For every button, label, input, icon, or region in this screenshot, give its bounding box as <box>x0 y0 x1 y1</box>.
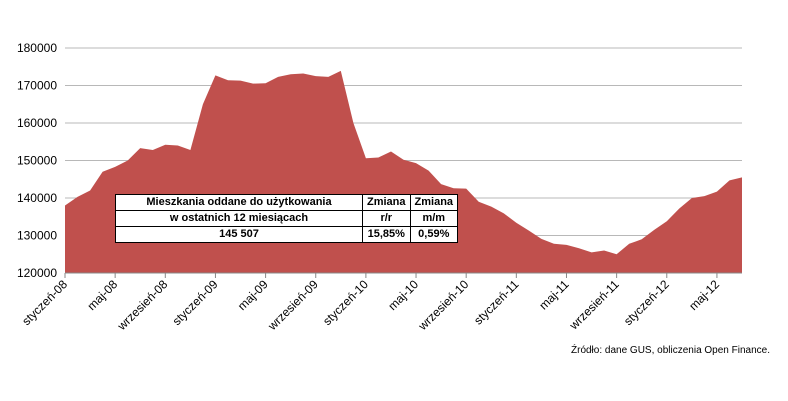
summary-header-row-2: w ostatnich 12 miesiącach r/r m/m <box>115 210 459 227</box>
x-tick-label: wrzesień-10 <box>415 277 472 334</box>
x-tick-label: styczeń-09 <box>170 277 221 328</box>
x-tick-label: styczeń-10 <box>320 277 371 328</box>
yoy-header-line-1: Zmiana <box>362 194 411 211</box>
x-tick-label: styczeń-12 <box>621 277 672 328</box>
x-tick-label: styczeń-08 <box>19 277 70 328</box>
x-tick-label: maj-08 <box>84 277 120 313</box>
x-tick-label: maj-11 <box>536 277 571 312</box>
y-tick-label: 180000 <box>17 41 57 55</box>
source-note: Źródło: dane GUS, obliczenia Open Financ… <box>571 345 770 356</box>
x-tick-label: wrzesień-09 <box>265 277 322 334</box>
summary-header-line-1: Mieszkania oddane do użytkowania <box>115 194 363 211</box>
x-tick-label: maj-10 <box>385 277 421 313</box>
x-tick-label: maj-12 <box>686 277 722 313</box>
yoy-change-value: 15,85% <box>362 226 411 243</box>
x-tick-label: maj-09 <box>235 277 271 313</box>
y-tick-label: 170000 <box>17 79 57 93</box>
summary-header-line-2: w ostatnich 12 miesiącach <box>115 210 363 227</box>
summary-header-row-1: Mieszkania oddane do użytkowania Zmiana … <box>115 194 459 211</box>
summary-table: Mieszkania oddane do użytkowania Zmiana … <box>115 194 459 243</box>
y-tick-label: 160000 <box>17 116 57 130</box>
mom-change-value: 0,59% <box>409 226 459 243</box>
x-tick-label: wrzesień-08 <box>114 277 171 334</box>
x-tick-label: wrzesień-11 <box>566 277 622 333</box>
y-tick-label: 130000 <box>17 229 57 243</box>
summary-value-row: 145 507 15,85% 0,59% <box>115 226 459 243</box>
y-tick-label: 150000 <box>17 154 57 168</box>
mom-header-line-2: m/m <box>409 210 459 227</box>
y-tick-label: 120000 <box>17 266 57 280</box>
yoy-header-line-2: r/r <box>362 210 411 227</box>
y-tick-label: 140000 <box>17 191 57 205</box>
total-value: 145 507 <box>115 226 363 243</box>
mom-header-line-1: Zmiana <box>409 194 459 211</box>
x-tick-label: styczeń-11 <box>471 277 522 328</box>
y-axis-ticks: 120000 130000 140000 150000 160000 170000 1800… <box>17 41 57 280</box>
